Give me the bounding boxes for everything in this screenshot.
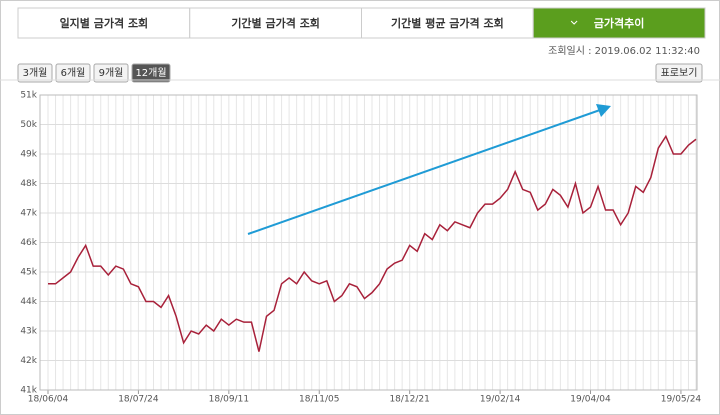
tab-chevron: [570, 20, 578, 25]
x-tick-label: 18/06/04: [28, 395, 69, 405]
y-tick-label: 48k: [20, 179, 37, 189]
y-tick-label: 43k: [20, 327, 37, 337]
y-tick-label: 45k: [20, 268, 37, 278]
period-button[interactable]: [55, 63, 91, 83]
x-tick-label: 19/04/04: [570, 395, 611, 405]
x-tick-label: 18/09/11: [209, 395, 249, 405]
y-tick-label: 41k: [20, 386, 37, 396]
tab[interactable]: [17, 7, 191, 39]
period-button[interactable]: [17, 63, 53, 83]
tab[interactable]: [189, 7, 362, 39]
table-button[interactable]: [655, 63, 703, 83]
timestamp: 조회일시 : 2019.06.02 11:32:40: [548, 45, 700, 57]
period-button[interactable]: [131, 63, 171, 83]
y-tick-label: 44k: [20, 297, 37, 307]
tab-label[interactable]: 기간별 평균 금가격 조회: [391, 16, 504, 30]
trend-arrow: [247, 104, 611, 235]
tab-label[interactable]: 기간별 금가격 조회: [231, 16, 320, 30]
plot-border: [39, 94, 698, 391]
x-tick-label: 19/02/14: [480, 395, 521, 405]
x-tick-label: 18/11/05: [299, 395, 339, 405]
period-button-label[interactable]: 6개월: [61, 67, 86, 79]
period-button-label[interactable]: 3개월: [23, 67, 48, 79]
period-button[interactable]: [93, 63, 129, 83]
x-tick-label: 18/07/24: [118, 395, 159, 405]
x-tick-label: 19/05/24: [661, 395, 702, 405]
price-line: [48, 134, 697, 352]
period-button-label[interactable]: 12개월: [135, 67, 166, 79]
table-button-label[interactable]: 표로보기: [661, 67, 698, 79]
y-tick-label: 50k: [20, 120, 37, 130]
x-tick-label: 18/12/21: [389, 395, 429, 405]
y-tick-label: 49k: [20, 150, 37, 160]
y-tick-label: 46k: [20, 238, 37, 248]
y-tick-label: 51k: [20, 91, 37, 101]
tab[interactable]: [532, 7, 706, 39]
y-tick-label: 47k: [20, 209, 37, 219]
tab-label[interactable]: 일지별 금가격 조회: [60, 16, 149, 30]
y-tick-label: 42k: [20, 356, 37, 366]
period-button-label[interactable]: 9개월: [99, 67, 124, 79]
tab-label[interactable]: 금가격추이: [594, 16, 645, 30]
